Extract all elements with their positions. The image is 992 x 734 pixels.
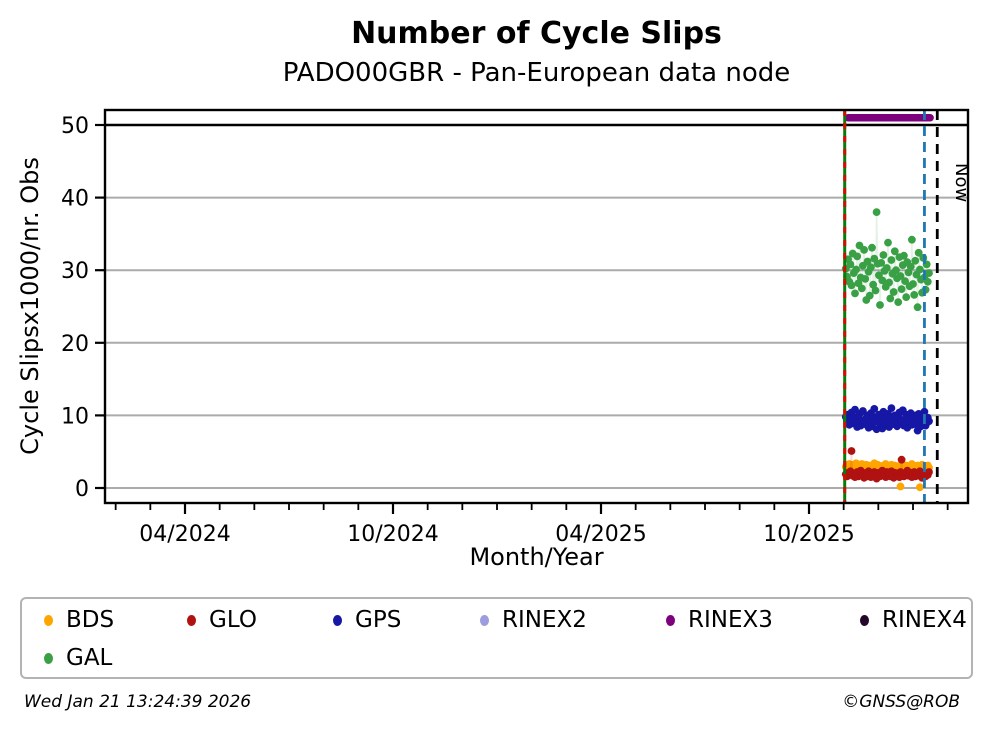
legend-item-rinex4: RINEX4 — [860, 601, 967, 639]
plot-frame — [103, 108, 970, 505]
y-tick-label: 20 — [61, 332, 89, 357]
now-label: Now — [951, 163, 972, 203]
legend-item-glo: GLO — [187, 601, 257, 639]
grid-lines — [105, 196, 968, 489]
x-tick-label: 10/2024 — [347, 522, 438, 547]
y-tick-label: 0 — [75, 477, 89, 502]
chart-title: Number of Cycle Slips — [351, 16, 722, 51]
legend-item-label: GPS — [355, 607, 402, 633]
legend-marker-icon — [187, 614, 196, 626]
legend-item-label: GAL — [66, 645, 113, 671]
y-tick-label: 40 — [61, 187, 89, 212]
series-GAL-connectors — [845, 212, 930, 308]
x-tick-label: 04/2024 — [139, 522, 230, 547]
x-axis-ticks: 04/2024 10/2024 04/2025 10/2025 — [114, 503, 949, 547]
legend-item-rinex3: RINEX3 — [666, 601, 773, 639]
legend-item-label: BDS — [66, 607, 115, 633]
x-axis-label: Month/Year — [469, 543, 604, 571]
legend-marker-icon — [666, 614, 675, 626]
chart-subtitle: PADO00GBR - Pan-European data node — [282, 58, 791, 88]
series-GPS-points — [841, 404, 933, 435]
legend-item-rinex2: RINEX2 — [480, 601, 587, 639]
y-tick-label: 10 — [61, 404, 89, 429]
y-axis-ticks: 0 10 20 30 40 50 — [61, 114, 105, 502]
footer-credit: ©GNSS@ROB — [842, 692, 960, 712]
legend-marker-icon — [44, 652, 53, 664]
legend: BDS GLO GPS RINEX2 RINEX3 RINEX4 GAL — [20, 597, 973, 679]
footer-timestamp: Wed Jan 21 13:24:39 2026 — [24, 692, 252, 712]
x-tick-label: 10/2025 — [763, 522, 854, 547]
legend-item-label: RINEX3 — [688, 607, 773, 633]
series-GLO-points — [841, 447, 933, 483]
event-marker-lines — [843, 110, 939, 503]
legend-row-1: BDS GLO GPS RINEX2 RINEX3 RINEX4 — [22, 601, 971, 639]
x-tick-label: 04/2025 — [555, 522, 646, 547]
legend-marker-icon — [44, 614, 53, 626]
legend-item-bds: BDS — [44, 601, 114, 639]
legend-item-label: RINEX2 — [502, 607, 587, 633]
legend-marker-icon — [480, 614, 489, 626]
legend-item-label: RINEX4 — [882, 607, 967, 633]
y-tick-label: 50 — [61, 114, 89, 139]
y-tick-label: 30 — [61, 259, 89, 284]
y-axis-label: Cycle Slipsx1000/nr. Obs — [16, 157, 44, 455]
legend-item-label: GLO — [209, 607, 257, 633]
legend-item-gal: GAL — [44, 639, 112, 677]
legend-marker-icon — [860, 614, 869, 626]
legend-row-2: GAL — [22, 639, 971, 677]
legend-item-gps: GPS — [333, 601, 401, 639]
legend-marker-icon — [333, 614, 342, 626]
